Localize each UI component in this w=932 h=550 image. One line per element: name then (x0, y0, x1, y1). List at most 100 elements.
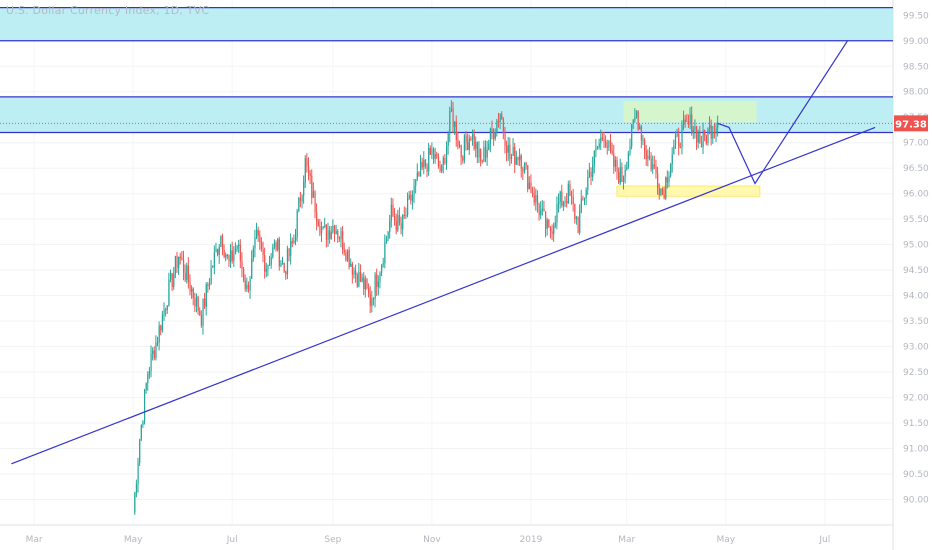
candle-body (410, 195, 412, 201)
candle-body (559, 191, 561, 202)
candle-body (707, 128, 709, 144)
candle-body (603, 139, 605, 142)
candle-body (631, 124, 633, 147)
candle-body (241, 261, 243, 269)
candle-body (194, 298, 196, 307)
candle-body (434, 153, 436, 159)
candle-body (376, 274, 378, 287)
candle-body (140, 424, 142, 440)
y-tick-label: 90.00 (903, 496, 929, 506)
candle-body (705, 135, 707, 144)
candle-body (384, 242, 386, 264)
candle-body (567, 184, 569, 204)
candle-body (587, 177, 589, 190)
candle-body (325, 225, 328, 240)
candle-body (622, 177, 625, 182)
candle-body (421, 162, 423, 168)
candle-body (178, 256, 180, 268)
x-tick-label: May (716, 535, 735, 545)
candle-body (530, 182, 532, 193)
candle-body (551, 231, 553, 234)
candle-body (709, 125, 711, 129)
candle-body (480, 148, 482, 161)
candle-body (450, 108, 453, 112)
candle-body (632, 120, 634, 125)
candle-body (236, 246, 238, 249)
candle-body (215, 248, 217, 253)
candle-body (463, 135, 466, 161)
candle-body (428, 147, 430, 172)
candle-body (163, 309, 165, 315)
candle-body (267, 264, 269, 270)
candle-body (455, 121, 457, 141)
candle-body (478, 148, 480, 158)
candle-body (137, 462, 139, 485)
candle-body (324, 225, 326, 227)
y-tick-label: 98.00 (903, 88, 929, 98)
candle-body (441, 164, 443, 172)
candle-body (504, 131, 506, 146)
candle-body (381, 264, 383, 273)
candle-body (502, 119, 505, 132)
demand-box (616, 185, 761, 197)
x-axis: Mar May Jul Sep Nov 2019 Mar May Jul (26, 535, 831, 545)
candle-body (330, 232, 332, 239)
candle-body (270, 257, 272, 265)
candle-body (301, 195, 303, 202)
candle-body (431, 149, 433, 155)
candle-body (314, 191, 316, 213)
candle-body (346, 250, 349, 261)
candle-body (429, 147, 431, 155)
candle-body (327, 230, 329, 240)
candle-body (285, 271, 287, 275)
candle-body (372, 298, 375, 300)
candle-body (363, 277, 365, 290)
candle-body (645, 150, 647, 159)
candle-body (506, 145, 508, 153)
candle-body (173, 273, 175, 287)
candle-body (342, 231, 344, 250)
candle-body (548, 219, 550, 228)
candle-body (579, 211, 581, 233)
candle-body (335, 230, 337, 235)
candle-body (423, 159, 425, 168)
candle-body (147, 374, 149, 384)
x-tick-label: Jul (818, 535, 830, 545)
candle-body (700, 142, 703, 148)
candle-body (624, 170, 626, 178)
candle-body (304, 158, 306, 182)
candle-body (460, 145, 462, 158)
candle-body (584, 197, 586, 199)
candle-body (554, 222, 556, 226)
candle-body (249, 278, 251, 291)
candle-body (303, 181, 305, 196)
candle-body (520, 155, 522, 169)
candle-body (291, 241, 293, 243)
candle-body (189, 282, 191, 292)
candle-body (278, 239, 280, 267)
candle-body (408, 195, 410, 199)
candle-body (650, 158, 652, 170)
candle-body (621, 166, 623, 182)
candle-body (494, 132, 496, 139)
candle-body (678, 134, 680, 147)
y-axis: 99.5099.0098.5098.0097.5097.0096.5096.00… (903, 11, 929, 505)
candle-body (377, 281, 380, 287)
candle-body (686, 121, 688, 123)
candle-body (691, 114, 693, 134)
candle-body (356, 274, 358, 287)
candle-body (286, 248, 289, 275)
candle-body (684, 119, 686, 122)
candle-body (595, 147, 597, 151)
y-tick-label: 99.00 (903, 37, 929, 47)
candle-body (515, 156, 518, 165)
candle-body (337, 230, 339, 238)
candle-body (407, 198, 409, 216)
candle-body (683, 119, 685, 125)
candle-body (345, 252, 347, 261)
candle-body (157, 342, 159, 344)
candle-body (187, 265, 190, 283)
candle-body (366, 279, 368, 289)
